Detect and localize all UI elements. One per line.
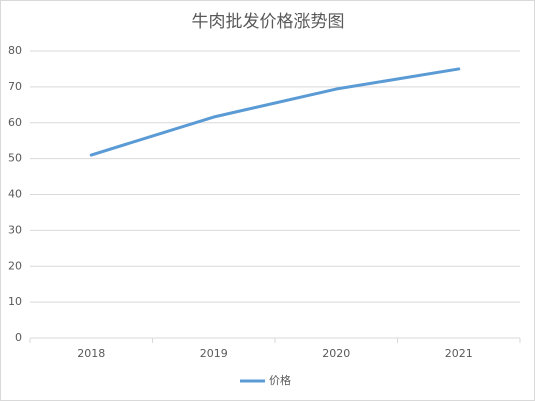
- y-tick-label: 70: [8, 80, 22, 93]
- y-tick-label: 10: [8, 295, 22, 308]
- x-tick-label: 2019: [200, 347, 228, 360]
- series-line: [89, 67, 461, 157]
- y-tick-label: 0: [15, 331, 22, 344]
- chart-title: 牛肉批发价格涨势图: [192, 12, 345, 32]
- y-tick-label: 80: [8, 44, 22, 57]
- x-tick-label: 2018: [77, 347, 105, 360]
- y-tick-label: 30: [8, 223, 22, 236]
- y-tick-label: 40: [8, 188, 22, 201]
- legend-label: 价格: [269, 373, 291, 387]
- y-tick-label: 50: [8, 152, 22, 165]
- y-tick-label: 60: [8, 116, 22, 129]
- x-tick-label: 2021: [445, 347, 473, 360]
- x-tick-label: 2020: [322, 347, 350, 360]
- y-tick-label: 20: [8, 259, 22, 272]
